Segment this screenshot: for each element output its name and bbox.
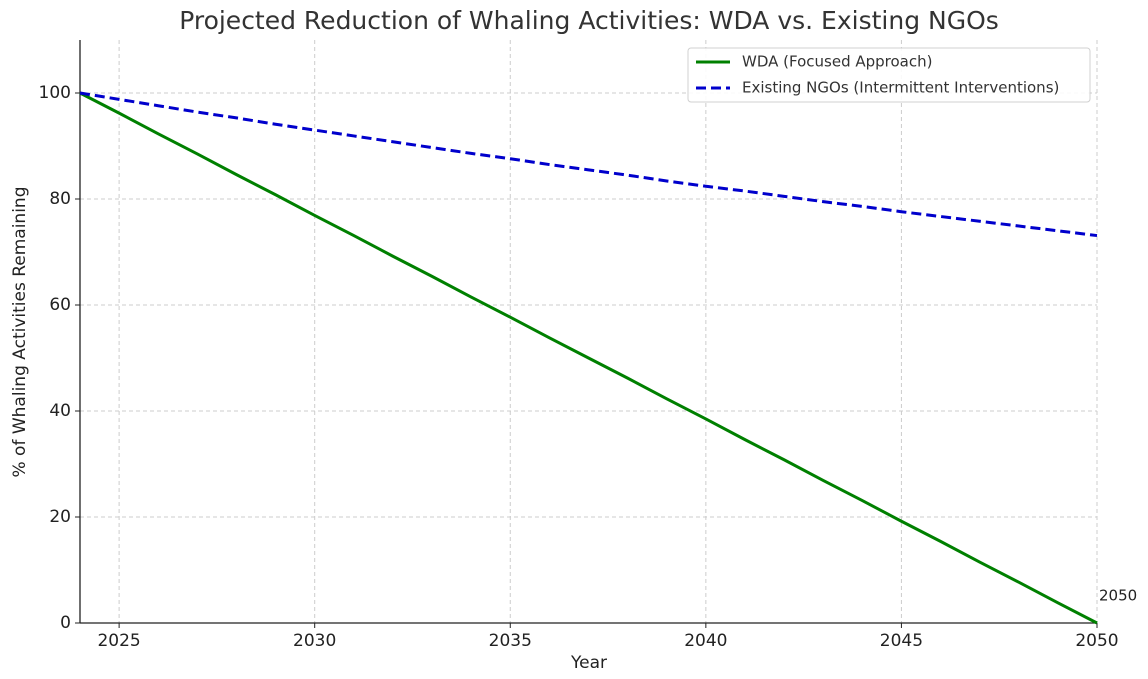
annotation: 2050	[1099, 587, 1137, 605]
y-tick-label: 20	[49, 507, 71, 527]
y-tick-label: 40	[49, 401, 71, 421]
x-axis-label: Year	[570, 653, 607, 673]
y-tick-label: 60	[49, 295, 71, 315]
y-tick-label: 100	[39, 83, 71, 103]
x-tick-label: 2030	[293, 631, 336, 651]
y-axis-label: % of Whaling Activities Remaining	[10, 187, 30, 478]
x-tick-label: 2035	[489, 631, 532, 651]
series-line	[79, 91, 1098, 625]
x-tick-label: 2025	[97, 631, 140, 651]
legend-box	[687, 47, 1091, 103]
chart-title: Projected Reduction of Whaling Activitie…	[179, 6, 999, 35]
legend-label: Existing NGOs (Intermittent Intervention…	[742, 79, 1059, 97]
y-tick-label: 80	[49, 189, 71, 209]
x-tick-label: 2045	[880, 631, 923, 651]
legend-label: WDA (Focused Approach)	[742, 53, 932, 71]
x-tick-label: 2040	[684, 631, 727, 651]
y-tick-label: 0	[60, 613, 71, 633]
x-tick-label: 2050	[1075, 631, 1118, 651]
series-line	[79, 91, 1098, 238]
